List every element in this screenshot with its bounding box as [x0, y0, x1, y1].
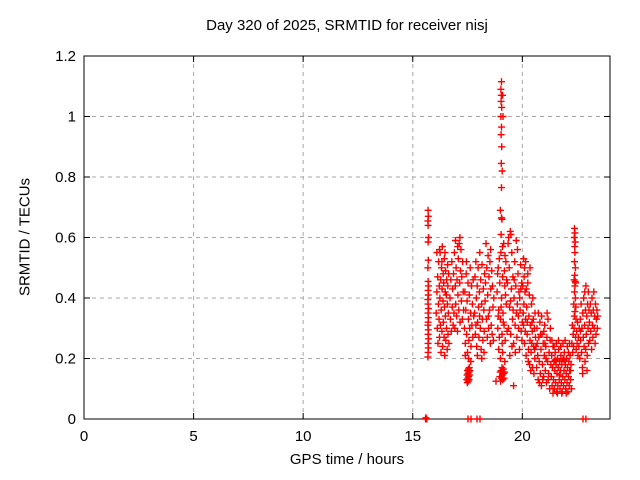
svg-text:10: 10	[295, 428, 312, 445]
x-tick-labels: 0 5 10 15 20	[80, 428, 531, 445]
svg-text:5: 5	[189, 428, 197, 445]
svg-text:0.8: 0.8	[55, 169, 76, 186]
svg-text:0: 0	[68, 411, 76, 428]
svg-text:1: 1	[68, 109, 76, 126]
svg-text:1.2: 1.2	[55, 48, 76, 65]
y-axis-label: SRMTID / TECUs	[16, 177, 34, 297]
chart-title: Day 320 of 2025, SRMTID for receiver nis…	[206, 17, 488, 34]
svg-text:20: 20	[514, 428, 531, 445]
svg-text:0.4: 0.4	[55, 290, 76, 307]
x-axis-label: GPS time / hours	[289, 451, 405, 468]
svg-text:0.6: 0.6	[55, 230, 76, 247]
y-tick-labels: 0 0.2 0.4 0.6 0.8 1 1.2	[55, 48, 76, 428]
svg-text:0: 0	[80, 428, 88, 445]
data-points	[422, 78, 602, 423]
axis-ticks	[83, 55, 610, 420]
svg-text:15: 15	[404, 428, 421, 445]
svg-text:0.2: 0.2	[55, 351, 76, 368]
